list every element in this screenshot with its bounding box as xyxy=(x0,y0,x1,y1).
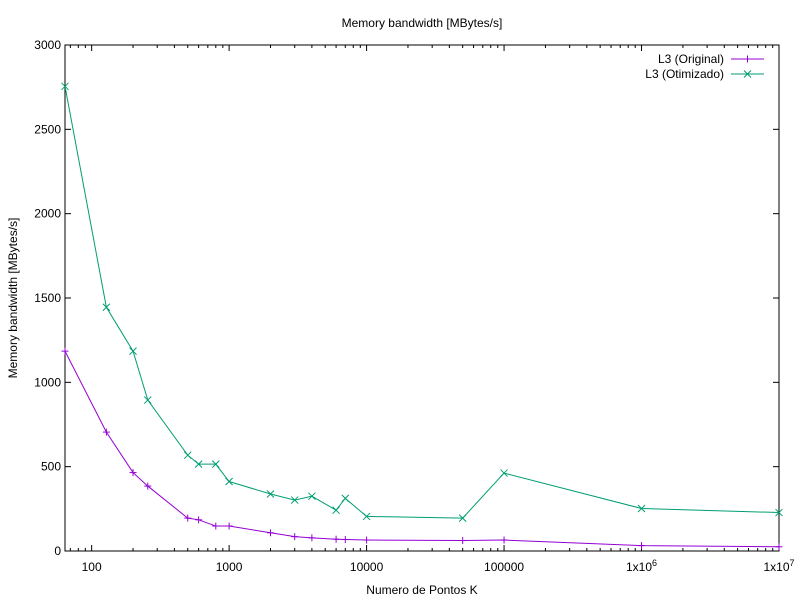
data-point xyxy=(363,536,371,544)
x-axis-title: Numero de Pontos K xyxy=(366,583,477,597)
data-point xyxy=(500,536,508,544)
data-point xyxy=(129,469,137,477)
x-tick-label-base: 1x10 xyxy=(763,560,789,574)
data-point xyxy=(144,482,152,490)
data-point-marker xyxy=(129,347,137,355)
x-tick-label-base: 10000 xyxy=(350,560,384,574)
data-point-marker xyxy=(500,469,508,477)
data-point xyxy=(225,477,233,486)
data-point xyxy=(332,506,340,515)
x-tick-label-exponent: 6 xyxy=(652,558,657,568)
data-point-marker xyxy=(61,82,69,91)
y-tick-label: 1000 xyxy=(34,375,61,389)
data-point xyxy=(102,303,111,312)
y-axis-title: Memory bandwidth [MBytes/s] xyxy=(6,218,20,379)
data-point xyxy=(362,512,371,521)
legend: L3 (Original)L3 (Otimizado) xyxy=(645,52,764,81)
data-point xyxy=(775,543,783,551)
data-point-marker xyxy=(211,460,220,468)
legend-label: L3 (Otimizado) xyxy=(645,67,724,81)
y-tick-label: 1500 xyxy=(34,291,61,305)
data-point xyxy=(61,347,69,355)
data-point xyxy=(211,460,220,468)
data-point xyxy=(184,514,192,522)
x-tick-label-base: 1x10 xyxy=(626,560,652,574)
data-point xyxy=(458,514,467,522)
plot-area: 0 500 1000 1500 2000 2500 3000 100 1000 10000 1000… xyxy=(34,38,794,574)
data-point xyxy=(308,492,316,501)
data-point xyxy=(341,536,349,544)
data-point-marker xyxy=(143,396,152,404)
series-line-2 xyxy=(64,86,780,519)
data-point-marker xyxy=(332,506,340,515)
data-point xyxy=(129,347,137,355)
x-tick-label-exponent: 7 xyxy=(790,558,795,568)
data-point xyxy=(61,82,69,91)
x-tick-label: 100 xyxy=(82,560,102,574)
data-point-marker xyxy=(341,494,350,503)
data-point-marker xyxy=(775,508,783,517)
data-point-marker xyxy=(225,477,233,486)
x-tick-label: 100000 xyxy=(484,560,524,574)
data-point xyxy=(637,504,646,513)
legend-marker xyxy=(744,55,751,63)
x-tick-label: 1000 xyxy=(216,560,243,574)
data-point xyxy=(225,522,233,530)
data-point xyxy=(459,537,467,545)
data-point xyxy=(266,529,274,537)
data-point-marker xyxy=(308,492,316,501)
series-line-1 xyxy=(64,350,780,548)
x-tick-label: 1x106 xyxy=(626,558,657,574)
chart-title: Memory bandwidth [MBytes/s] xyxy=(342,16,503,30)
legend-label: L3 (Original) xyxy=(658,52,724,66)
y-tick-label: 2000 xyxy=(34,207,61,221)
data-point-marker xyxy=(362,512,371,521)
data-point xyxy=(194,460,203,468)
data-point-marker xyxy=(290,496,299,504)
data-point xyxy=(500,469,508,477)
data-point-marker xyxy=(183,451,192,460)
data-point-marker xyxy=(266,490,275,498)
x-tick-label-base: 100 xyxy=(82,560,102,574)
data-point xyxy=(332,535,340,543)
data-point-marker xyxy=(458,514,467,522)
data-point xyxy=(143,396,152,404)
data-point xyxy=(212,522,220,530)
data-point xyxy=(195,516,203,524)
y-tick-label: 3000 xyxy=(34,38,61,52)
plot-frame xyxy=(64,44,780,552)
data-point xyxy=(290,496,299,504)
x-tick-label: 10000 xyxy=(350,560,384,574)
data-point xyxy=(183,451,192,460)
y-tick-label: 500 xyxy=(41,460,61,474)
x-tick-label-base: 1000 xyxy=(216,560,243,574)
x-tick-label-base: 100000 xyxy=(484,560,524,574)
y-tick-label: 2500 xyxy=(34,122,61,136)
data-point xyxy=(341,494,350,503)
data-point xyxy=(308,534,316,542)
data-point xyxy=(638,542,646,550)
y-tick-label: 0 xyxy=(54,544,61,558)
data-point-marker xyxy=(102,303,111,312)
data-point xyxy=(266,490,275,498)
data-point xyxy=(775,508,783,517)
legend-marker-shape xyxy=(743,70,752,78)
legend-marker xyxy=(743,70,752,78)
x-tick-label: 1x107 xyxy=(763,558,794,574)
data-point xyxy=(291,533,299,541)
data-point-marker xyxy=(194,460,203,468)
data-point xyxy=(102,428,110,436)
data-point-marker xyxy=(637,504,646,513)
